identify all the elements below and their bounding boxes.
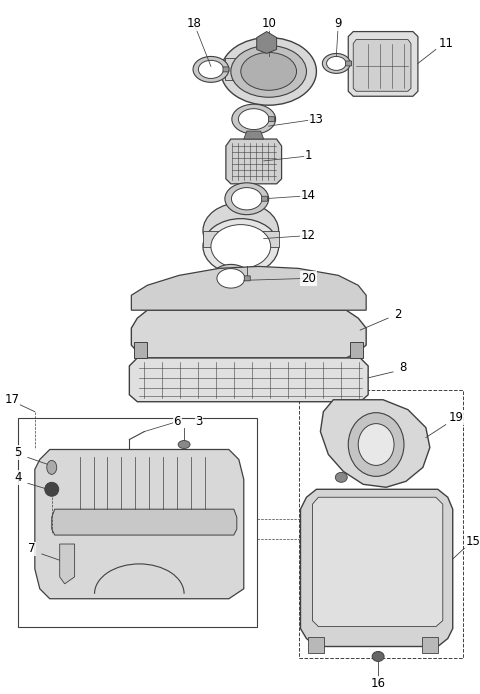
Polygon shape: [309, 636, 324, 654]
FancyBboxPatch shape: [244, 276, 250, 281]
Text: 13: 13: [309, 112, 324, 126]
FancyBboxPatch shape: [262, 196, 267, 201]
Text: 7: 7: [28, 543, 36, 555]
Ellipse shape: [211, 264, 251, 292]
Ellipse shape: [231, 46, 306, 97]
Polygon shape: [60, 544, 74, 584]
Ellipse shape: [203, 203, 278, 258]
Ellipse shape: [231, 187, 262, 210]
Polygon shape: [225, 58, 247, 81]
Text: 3: 3: [195, 415, 203, 428]
Text: 18: 18: [187, 17, 202, 30]
Text: 10: 10: [261, 17, 276, 30]
Text: 14: 14: [301, 189, 316, 202]
FancyBboxPatch shape: [223, 67, 229, 72]
Ellipse shape: [193, 56, 229, 83]
Text: 19: 19: [448, 411, 463, 424]
Text: 17: 17: [4, 393, 20, 406]
Polygon shape: [52, 509, 237, 535]
Polygon shape: [320, 400, 430, 487]
Ellipse shape: [241, 53, 297, 90]
FancyBboxPatch shape: [268, 117, 275, 121]
Polygon shape: [203, 230, 278, 246]
Ellipse shape: [45, 482, 59, 496]
Text: 11: 11: [438, 37, 453, 50]
Text: 5: 5: [14, 446, 22, 459]
Ellipse shape: [358, 423, 394, 466]
Ellipse shape: [372, 652, 384, 661]
Text: 2: 2: [394, 307, 402, 321]
Ellipse shape: [348, 413, 404, 476]
Text: 1: 1: [305, 149, 312, 162]
Text: 16: 16: [371, 677, 385, 690]
Polygon shape: [422, 636, 438, 654]
Polygon shape: [312, 497, 443, 627]
Polygon shape: [18, 418, 257, 627]
Polygon shape: [350, 342, 363, 358]
Polygon shape: [300, 489, 453, 647]
Text: 8: 8: [399, 362, 407, 374]
Ellipse shape: [336, 473, 347, 482]
Text: 9: 9: [335, 17, 342, 30]
Ellipse shape: [225, 183, 269, 214]
Ellipse shape: [203, 60, 231, 79]
Ellipse shape: [323, 53, 350, 74]
Text: 15: 15: [465, 534, 480, 548]
Polygon shape: [35, 450, 244, 599]
Text: 12: 12: [301, 229, 316, 242]
Polygon shape: [226, 139, 282, 184]
Ellipse shape: [326, 56, 346, 70]
Ellipse shape: [47, 460, 57, 475]
Polygon shape: [353, 40, 411, 92]
Polygon shape: [132, 266, 366, 310]
Polygon shape: [134, 342, 147, 358]
Polygon shape: [129, 358, 368, 402]
Polygon shape: [244, 131, 264, 139]
Ellipse shape: [178, 441, 190, 448]
Polygon shape: [257, 31, 276, 53]
Ellipse shape: [221, 37, 316, 105]
Polygon shape: [348, 31, 418, 96]
Text: 6: 6: [173, 415, 181, 428]
Ellipse shape: [232, 104, 276, 134]
Ellipse shape: [203, 219, 278, 274]
Ellipse shape: [211, 225, 271, 269]
Text: 4: 4: [14, 471, 22, 484]
Polygon shape: [132, 310, 366, 358]
Ellipse shape: [239, 109, 269, 130]
Text: 20: 20: [301, 272, 316, 285]
FancyBboxPatch shape: [346, 61, 351, 66]
Ellipse shape: [217, 269, 245, 288]
Ellipse shape: [198, 60, 224, 78]
